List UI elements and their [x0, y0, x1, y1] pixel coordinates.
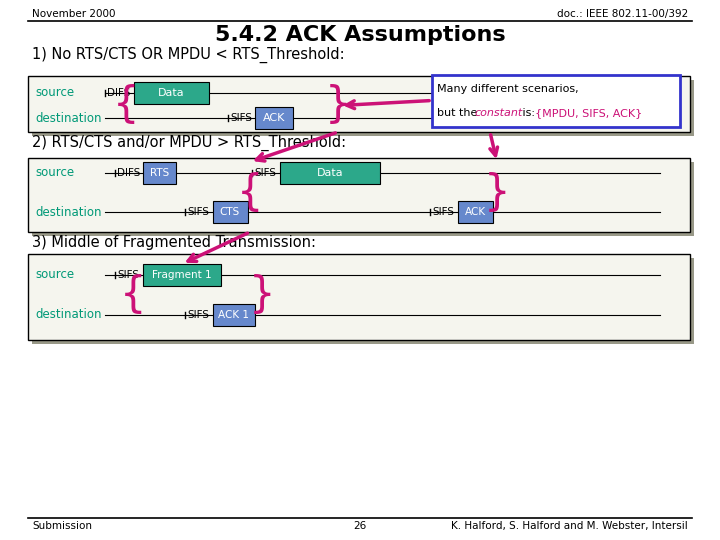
Text: source: source [35, 86, 74, 99]
Text: }: } [248, 274, 275, 316]
Text: SIFS: SIFS [117, 270, 139, 280]
Text: ACK 1: ACK 1 [218, 310, 250, 320]
FancyBboxPatch shape [32, 258, 694, 344]
FancyBboxPatch shape [28, 158, 690, 232]
Text: SIFS: SIFS [187, 207, 209, 217]
Text: constant: constant [474, 108, 522, 118]
Text: {: { [237, 172, 264, 213]
FancyBboxPatch shape [255, 107, 293, 129]
Text: SIFS: SIFS [432, 207, 454, 217]
FancyBboxPatch shape [143, 162, 176, 184]
Text: {: { [113, 84, 139, 126]
Text: doc.: IEEE 802.11-00/392: doc.: IEEE 802.11-00/392 [557, 9, 688, 19]
Text: 1) No RTS/CTS OR MPDU < RTS_Threshold:: 1) No RTS/CTS OR MPDU < RTS_Threshold: [32, 47, 345, 63]
Text: RTS: RTS [150, 168, 170, 178]
FancyBboxPatch shape [143, 264, 221, 286]
Text: }: } [484, 172, 510, 213]
FancyBboxPatch shape [32, 162, 694, 236]
Text: CTS: CTS [220, 207, 240, 217]
FancyBboxPatch shape [213, 201, 248, 223]
FancyBboxPatch shape [213, 304, 255, 326]
Text: ACK: ACK [263, 113, 285, 123]
Text: destination: destination [35, 111, 102, 125]
FancyBboxPatch shape [32, 80, 694, 136]
FancyBboxPatch shape [28, 254, 690, 340]
Text: Fragment 1: Fragment 1 [152, 270, 212, 280]
FancyBboxPatch shape [458, 201, 493, 223]
Text: DIFS: DIFS [117, 168, 140, 178]
Text: DIFS: DIFS [107, 88, 130, 98]
Text: destination: destination [35, 206, 102, 219]
Text: source: source [35, 166, 74, 179]
Text: {MPDU, SIFS, ACK}: {MPDU, SIFS, ACK} [535, 108, 642, 118]
Text: {: { [120, 274, 146, 316]
Text: Many different scenarios,: Many different scenarios, [437, 84, 579, 94]
Text: ACK: ACK [464, 207, 485, 217]
Text: SIFS: SIFS [230, 113, 252, 123]
FancyBboxPatch shape [432, 75, 680, 127]
Text: Submission: Submission [32, 521, 92, 531]
Text: destination: destination [35, 308, 102, 321]
Text: Data: Data [317, 168, 343, 178]
Text: Data: Data [158, 88, 184, 98]
Text: November 2000: November 2000 [32, 9, 115, 19]
Text: 26: 26 [354, 521, 366, 531]
Text: }: } [325, 84, 351, 126]
Text: 3) Middle of Fragmented Transmission:: 3) Middle of Fragmented Transmission: [32, 234, 316, 249]
Text: 5.4.2 ACK Assumptions: 5.4.2 ACK Assumptions [215, 25, 505, 45]
Text: K. Halford, S. Halford and M. Webster, Intersil: K. Halford, S. Halford and M. Webster, I… [451, 521, 688, 531]
Text: SIFS: SIFS [254, 168, 276, 178]
Text: source: source [35, 268, 74, 281]
FancyBboxPatch shape [280, 162, 380, 184]
Text: is:: is: [519, 108, 539, 118]
Text: SIFS: SIFS [187, 310, 209, 320]
Text: 2) RTS/CTS and/or MPDU > RTS_Threshold:: 2) RTS/CTS and/or MPDU > RTS_Threshold: [32, 135, 346, 151]
Text: but the: but the [437, 108, 481, 118]
FancyBboxPatch shape [134, 82, 209, 104]
FancyBboxPatch shape [28, 76, 690, 132]
